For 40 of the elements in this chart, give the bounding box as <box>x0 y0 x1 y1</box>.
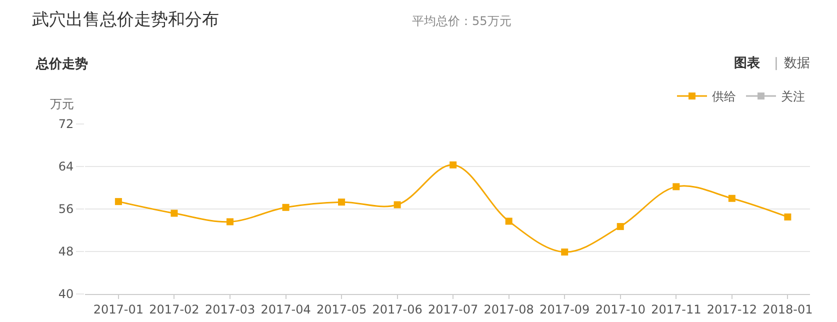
point <box>616 223 624 230</box>
x-tick-label: 2017-10 <box>595 302 646 316</box>
x-tick-label: 2017-07 <box>428 302 478 316</box>
y-tick-label: 64 <box>58 160 74 174</box>
point <box>728 194 736 202</box>
y-axis-title: 万元 <box>50 97 74 111</box>
x-tick-label: 2017-08 <box>484 302 534 316</box>
text: 图表 <box>734 56 761 71</box>
point <box>784 213 792 220</box>
x-tick-label: 2017-03 <box>204 302 256 316</box>
x-tick-label: 2017-06 <box>372 302 422 316</box>
x-tick-label: 2017-05 <box>316 302 367 316</box>
x-tick-label: 2017-04 <box>260 302 311 316</box>
x-tick-label: 2017-09 <box>540 302 590 316</box>
x-tick-label: 2018-01 <box>762 302 813 316</box>
point <box>561 248 568 256</box>
point <box>394 201 401 208</box>
x-tick-label: 2017-01 <box>93 302 144 316</box>
x-tick-label: 2017-12 <box>706 302 757 316</box>
text: 数据 <box>784 56 810 71</box>
point <box>338 198 346 206</box>
point <box>450 161 457 168</box>
point <box>226 218 234 226</box>
y-tick-label: 48 <box>58 244 74 259</box>
point <box>505 218 512 225</box>
y-tick-label: 72 <box>58 117 74 132</box>
x-tick-label: 2017-02 <box>149 302 200 316</box>
text: | <box>774 56 778 71</box>
y-tick-label: 56 <box>58 202 74 216</box>
chart-title: 武穴出售总价走势和分布 <box>32 10 219 30</box>
text: 总价走势 <box>35 56 88 72</box>
point <box>672 183 680 190</box>
point <box>114 198 122 206</box>
legend-label: 供给 <box>712 90 736 104</box>
chart-subtitle: 平均总价：55万元 <box>412 14 512 28</box>
point <box>282 204 290 211</box>
x-tick-label: 2017-11 <box>651 302 702 316</box>
legend-label: 关注 <box>781 90 805 104</box>
point <box>170 210 178 217</box>
y-tick-label: 40 <box>58 287 74 302</box>
